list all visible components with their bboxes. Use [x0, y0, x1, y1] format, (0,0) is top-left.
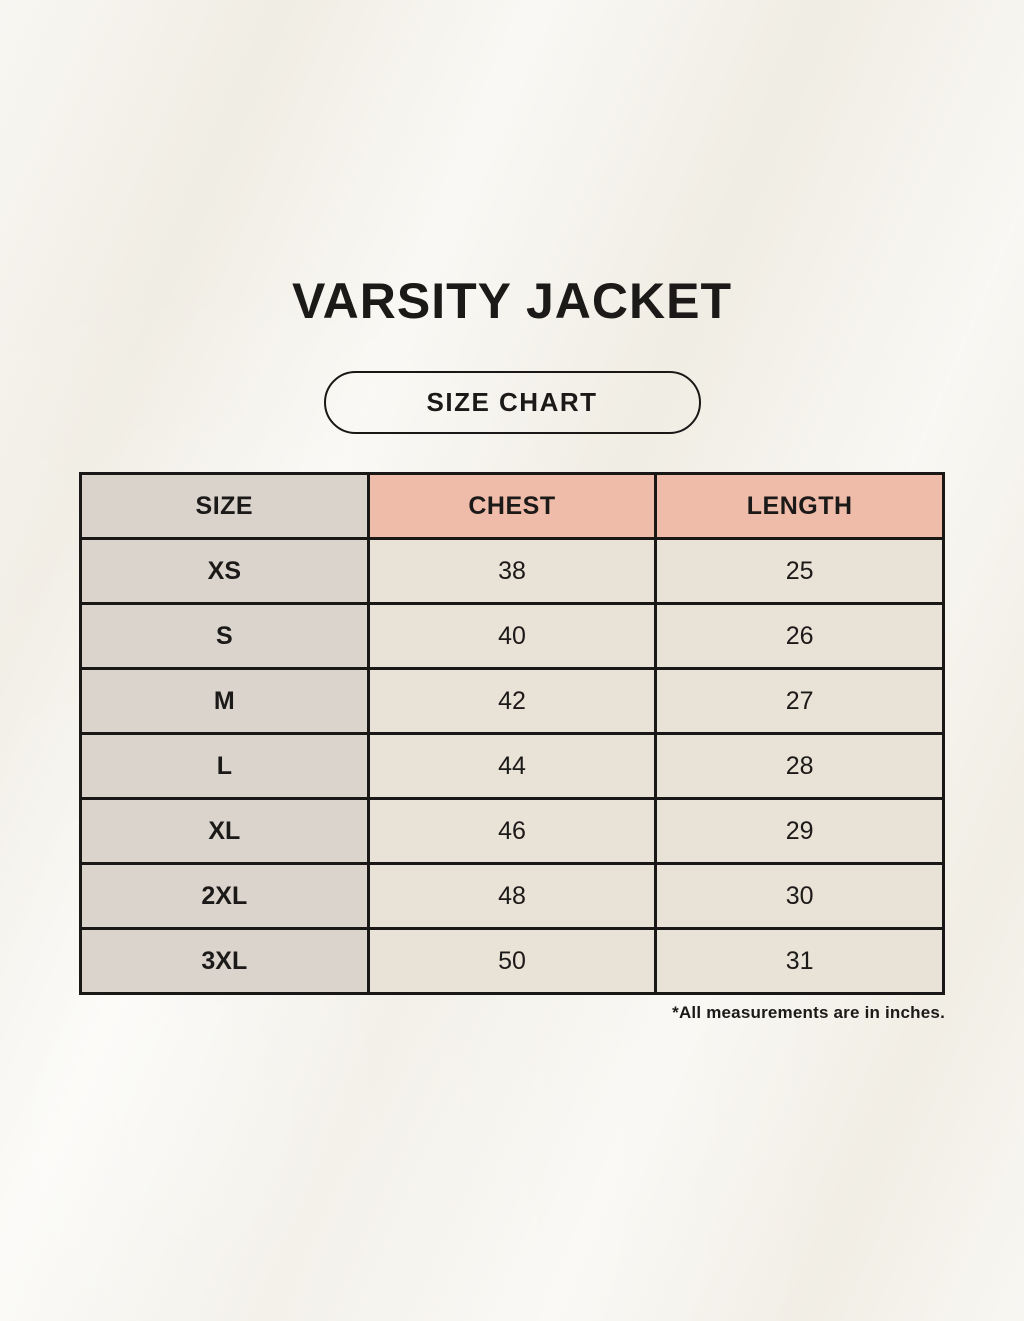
size-label: S [79, 602, 370, 670]
size-chart-badge-label: SIZE CHART [426, 387, 598, 417]
table-row: 3XL 50 31 [79, 927, 945, 995]
length-value: 29 [654, 797, 945, 865]
table-row: S 40 26 [79, 602, 945, 670]
size-label: 3XL [79, 927, 370, 995]
length-value: 30 [654, 862, 945, 930]
length-value: 28 [654, 732, 945, 800]
chest-value: 46 [366, 797, 658, 865]
size-label: 2XL [79, 862, 370, 930]
size-label: M [79, 667, 370, 735]
content-column: VARSITY JACKET SIZE CHART SIZE CHEST LEN… [79, 273, 945, 1022]
size-label: L [79, 732, 370, 800]
chest-value: 50 [366, 927, 658, 995]
length-value: 31 [654, 927, 945, 995]
product-title: VARSITY JACKET [291, 273, 732, 329]
chest-value: 42 [366, 667, 658, 735]
table-row: 2XL 48 30 [79, 862, 945, 930]
size-chart-badge: SIZE CHART [323, 371, 701, 434]
header-row: SIZE CHEST LENGTH [79, 472, 945, 540]
column-header-size: SIZE [79, 472, 370, 540]
column-header-length: LENGTH [654, 472, 945, 540]
table-row: M 42 27 [79, 667, 945, 735]
chest-value: 44 [366, 732, 658, 800]
size-chart-table: SIZE CHEST LENGTH XS 38 25 S 40 26 [79, 472, 945, 995]
chest-value: 48 [366, 862, 658, 930]
size-chart-table-wrap: SIZE CHEST LENGTH XS 38 25 S 40 26 [79, 472, 945, 995]
size-label: XL [79, 797, 370, 865]
length-value: 25 [654, 537, 945, 605]
length-value: 27 [654, 667, 945, 735]
chest-value: 40 [366, 602, 658, 670]
chest-value: 38 [366, 537, 658, 605]
column-header-chest: CHEST [366, 472, 658, 540]
size-label: XS [79, 537, 370, 605]
table-row: L 44 28 [79, 732, 945, 800]
table-row: XL 46 29 [79, 797, 945, 865]
length-value: 26 [654, 602, 945, 670]
table-row: XS 38 25 [79, 537, 945, 605]
measurements-footnote: *All measurements are in inches. [672, 1003, 945, 1022]
